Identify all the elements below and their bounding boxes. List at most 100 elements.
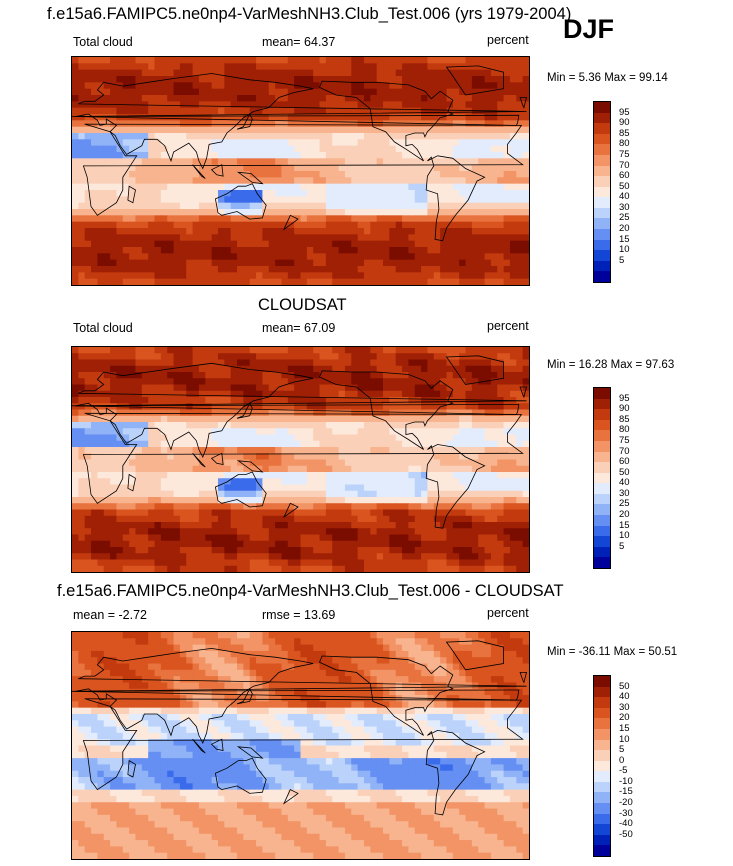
field-cell bbox=[351, 490, 359, 498]
field-cell bbox=[325, 164, 333, 172]
field-cell bbox=[237, 164, 244, 172]
field-cell bbox=[332, 272, 340, 280]
field-cell bbox=[148, 497, 156, 504]
field-cell bbox=[173, 145, 181, 153]
field-cell bbox=[433, 95, 441, 102]
field-cell bbox=[122, 76, 130, 83]
field-cell bbox=[376, 183, 384, 191]
field-cell bbox=[243, 459, 251, 467]
field-cell bbox=[389, 272, 397, 280]
field-cell bbox=[243, 145, 251, 153]
field-cell bbox=[300, 133, 308, 140]
field-cell bbox=[522, 440, 529, 448]
field-cell bbox=[459, 540, 467, 548]
field-cell bbox=[484, 528, 492, 536]
field-cell bbox=[262, 164, 270, 172]
field-cell bbox=[357, 145, 365, 153]
field-cell bbox=[306, 247, 314, 254]
field-cell bbox=[243, 253, 251, 261]
field-cell bbox=[103, 528, 111, 536]
field-cell bbox=[459, 177, 467, 185]
field-cell bbox=[484, 63, 492, 71]
field-cell bbox=[306, 490, 314, 498]
field-cell bbox=[211, 228, 219, 235]
field-cell bbox=[186, 221, 194, 229]
field-cell bbox=[122, 272, 130, 280]
field-cell bbox=[281, 266, 289, 273]
field-cell bbox=[376, 372, 384, 379]
field-cell bbox=[332, 133, 340, 140]
field-cell bbox=[211, 497, 219, 504]
field-cell bbox=[237, 183, 244, 191]
field-cell bbox=[78, 515, 86, 523]
field-cell bbox=[332, 547, 340, 554]
field-cell bbox=[294, 234, 302, 242]
field-cell bbox=[414, 171, 422, 178]
field-cell bbox=[446, 69, 454, 77]
field-cell bbox=[459, 145, 467, 153]
field-cell bbox=[237, 76, 244, 83]
field-cell bbox=[351, 378, 359, 386]
field-cell bbox=[256, 69, 264, 77]
field-cell bbox=[402, 478, 410, 486]
field-cell bbox=[275, 196, 283, 204]
field-cell bbox=[490, 196, 498, 204]
field-cell bbox=[243, 57, 251, 64]
field-cell bbox=[313, 447, 321, 454]
field-cell bbox=[452, 515, 460, 523]
field-cell bbox=[192, 247, 200, 254]
field-cell bbox=[91, 171, 98, 178]
field-cell bbox=[129, 503, 137, 511]
field-cell bbox=[300, 69, 308, 77]
field-cell bbox=[370, 221, 378, 229]
field-cell bbox=[167, 459, 175, 467]
field-cell bbox=[383, 158, 390, 166]
field-cell bbox=[344, 359, 352, 367]
field-cell bbox=[363, 259, 371, 267]
field-cell bbox=[186, 440, 194, 448]
field-cell bbox=[256, 347, 264, 354]
field-cell bbox=[84, 390, 92, 398]
field-cell bbox=[325, 221, 333, 229]
field-cell bbox=[484, 95, 492, 102]
field-cell bbox=[262, 534, 270, 542]
field-cell bbox=[275, 528, 283, 536]
field-cell bbox=[148, 158, 156, 166]
field-cell bbox=[224, 522, 232, 529]
field-cell bbox=[490, 63, 498, 71]
field-cell bbox=[84, 152, 92, 159]
field-cell bbox=[313, 228, 321, 235]
field-cell bbox=[97, 95, 105, 102]
field-cell bbox=[395, 415, 403, 423]
field-cell bbox=[306, 114, 314, 121]
field-cell bbox=[205, 190, 213, 197]
field-cell bbox=[192, 158, 200, 166]
field-cell bbox=[389, 240, 397, 248]
field-cell bbox=[256, 272, 264, 280]
field-cell bbox=[440, 528, 448, 536]
field-cell bbox=[237, 95, 244, 102]
field-cell bbox=[440, 259, 448, 267]
field-cell bbox=[110, 453, 118, 461]
field-cell bbox=[357, 63, 365, 71]
field-cell bbox=[351, 478, 359, 486]
field-cell bbox=[306, 171, 314, 178]
field-cell bbox=[268, 372, 276, 379]
field-cell bbox=[281, 453, 289, 461]
field-cell bbox=[389, 139, 397, 147]
field-cell bbox=[243, 540, 251, 548]
field-cell bbox=[275, 390, 283, 398]
field-cell bbox=[376, 472, 384, 479]
field-cell bbox=[173, 365, 181, 373]
field-cell bbox=[268, 145, 276, 153]
field-cell bbox=[287, 114, 295, 121]
field-cell bbox=[389, 234, 397, 242]
field-cell bbox=[103, 428, 111, 436]
field-cell bbox=[383, 397, 390, 404]
field-cell bbox=[306, 372, 314, 379]
field-cell bbox=[357, 422, 365, 429]
field-cell bbox=[116, 534, 124, 542]
field-cell bbox=[186, 215, 194, 223]
field-cell bbox=[376, 221, 384, 229]
field-cell bbox=[78, 259, 86, 267]
